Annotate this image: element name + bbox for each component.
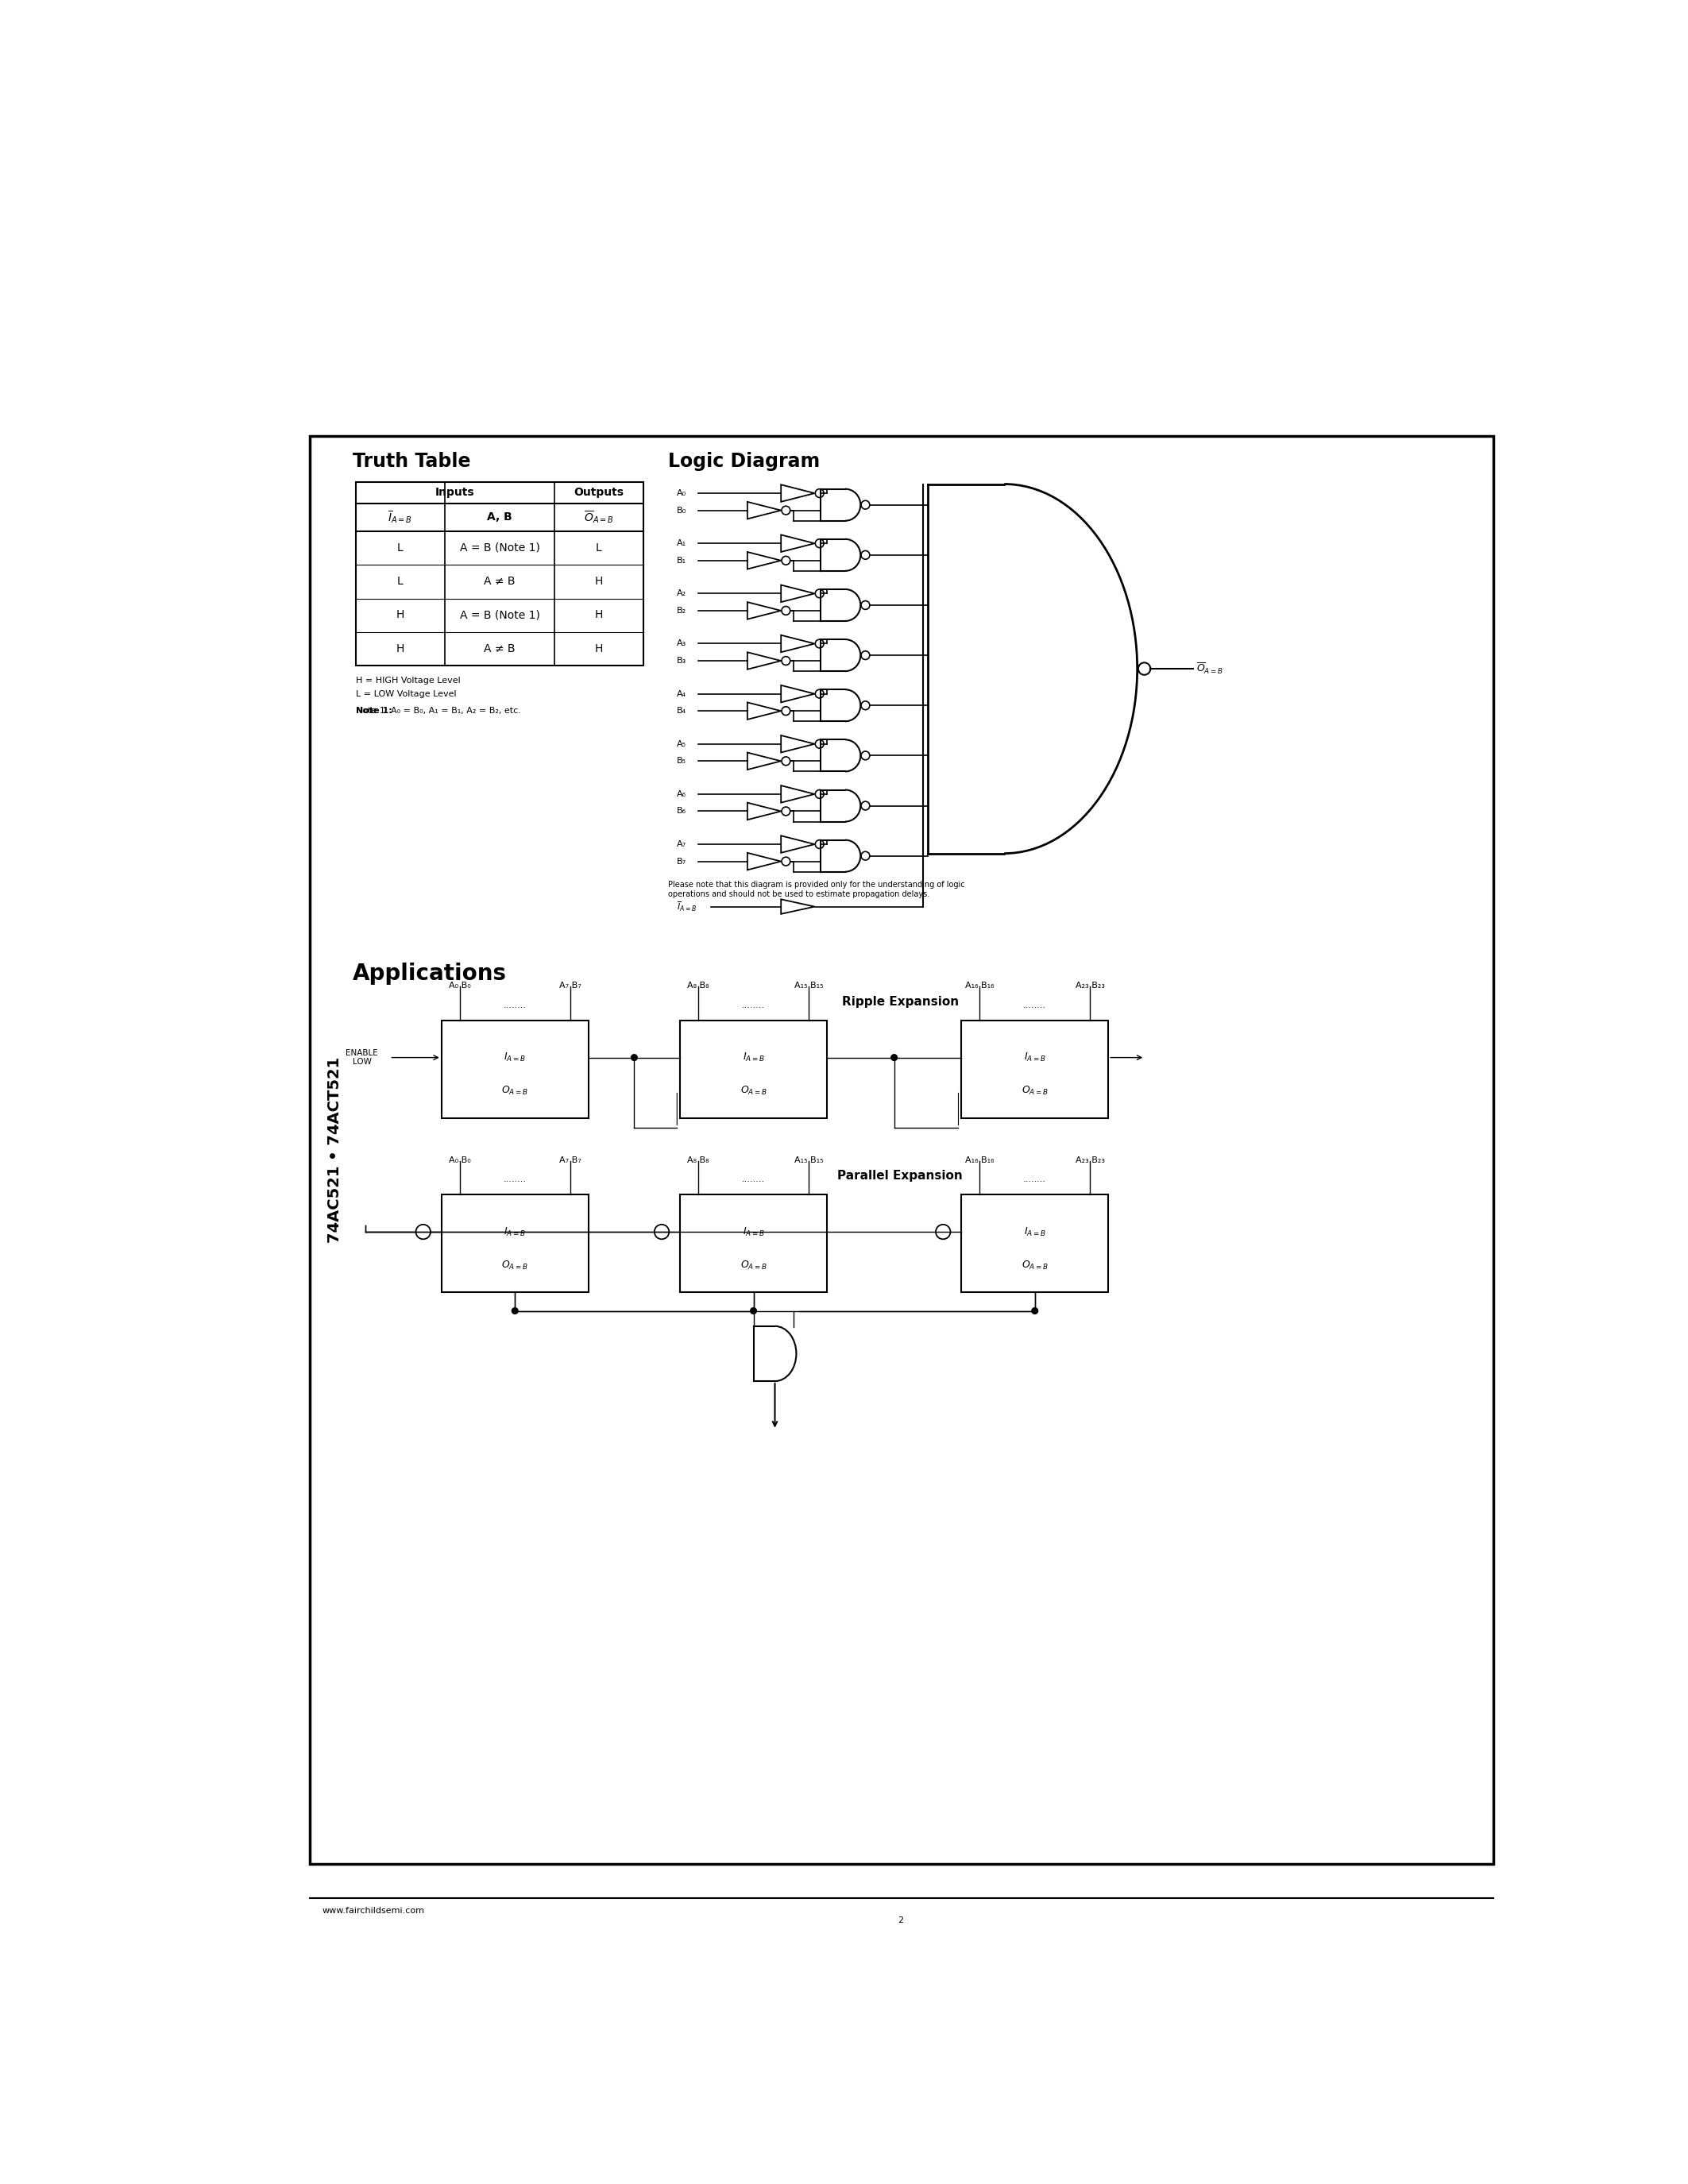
Circle shape	[751, 1308, 756, 1315]
Text: A₈ B₈: A₈ B₈	[687, 983, 709, 989]
Text: ........: ........	[503, 1000, 527, 1009]
Text: B₃: B₃	[677, 657, 687, 664]
Text: $O_{A=B}$: $O_{A=B}$	[739, 1260, 766, 1271]
Text: 74AC521 • 74ACT521: 74AC521 • 74ACT521	[327, 1057, 343, 1243]
Bar	[311, 437, 1494, 1865]
Text: A₃: A₃	[677, 640, 687, 649]
Text: A₇ B₇: A₇ B₇	[559, 983, 581, 989]
Text: $I_{A=B}$: $I_{A=B}$	[1023, 1051, 1047, 1064]
Text: H = HIGH Voltage Level: H = HIGH Voltage Level	[356, 677, 461, 684]
Text: L: L	[397, 577, 403, 587]
Text: ........: ........	[743, 1175, 765, 1184]
Circle shape	[511, 1308, 518, 1315]
Bar	[356, 483, 643, 666]
Text: Inputs: Inputs	[436, 487, 474, 498]
Bar	[442, 1020, 589, 1118]
Text: ........: ........	[1023, 1175, 1047, 1184]
Text: B₁: B₁	[677, 557, 687, 563]
Text: Note 1: A₀ = B₀, A₁ = B₁, A₂ = B₂, etc.: Note 1: A₀ = B₀, A₁ = B₁, A₂ = B₂, etc.	[356, 708, 522, 714]
Bar	[680, 1020, 827, 1118]
Text: A = B (Note 1): A = B (Note 1)	[459, 609, 540, 620]
Text: A₁₅ B₁₅: A₁₅ B₁₅	[793, 983, 824, 989]
Text: A₁₅ B₁₅: A₁₅ B₁₅	[793, 1155, 824, 1164]
Text: Note 1:: Note 1:	[356, 708, 395, 714]
Text: A₁₆ B₁₆: A₁₆ B₁₆	[966, 1155, 994, 1164]
Text: ........: ........	[743, 1000, 765, 1009]
Text: B₇: B₇	[677, 858, 687, 865]
Text: A₂₃ B₂₃: A₂₃ B₂₃	[1075, 1155, 1104, 1164]
Text: A ≠ B: A ≠ B	[484, 642, 515, 655]
Text: ........: ........	[1023, 1000, 1047, 1009]
Text: Outputs: Outputs	[574, 487, 625, 498]
Text: B₆: B₆	[677, 808, 687, 815]
Text: H: H	[395, 609, 403, 620]
Text: A₇ B₇: A₇ B₇	[559, 1155, 581, 1164]
Text: H: H	[594, 642, 603, 655]
Text: H: H	[594, 577, 603, 587]
Text: Ripple Expansion: Ripple Expansion	[842, 996, 959, 1007]
Text: A₇: A₇	[677, 841, 687, 847]
Text: B₂: B₂	[677, 607, 687, 614]
Text: ........: ........	[503, 1175, 527, 1184]
Text: H: H	[594, 609, 603, 620]
Text: 2: 2	[898, 1915, 903, 1924]
Text: $I_{A=B}$: $I_{A=B}$	[503, 1225, 527, 1238]
Text: A, B: A, B	[488, 511, 511, 522]
Text: A₆: A₆	[677, 791, 687, 797]
Text: $O_{A=B}$: $O_{A=B}$	[501, 1260, 528, 1271]
Bar	[680, 1195, 827, 1293]
Text: H: H	[395, 642, 403, 655]
Text: www.fairchildsemi.com: www.fairchildsemi.com	[322, 1907, 425, 1915]
Text: A₀ B₀: A₀ B₀	[449, 983, 471, 989]
Text: A₁₆ B₁₆: A₁₆ B₁₆	[966, 983, 994, 989]
Text: A₂₃ B₂₃: A₂₃ B₂₃	[1075, 983, 1104, 989]
Text: Truth Table: Truth Table	[353, 452, 471, 472]
Text: B₅: B₅	[677, 758, 687, 764]
Text: Parallel Expansion: Parallel Expansion	[837, 1171, 962, 1182]
Text: Logic Diagram: Logic Diagram	[668, 452, 820, 472]
Text: B₀: B₀	[677, 507, 687, 513]
Text: $\overline{O}_{A=B}$: $\overline{O}_{A=B}$	[584, 509, 614, 524]
Circle shape	[891, 1055, 898, 1061]
Text: A₄: A₄	[677, 690, 687, 697]
Text: $O_{A=B}$: $O_{A=B}$	[1021, 1085, 1048, 1096]
Text: $O_{A=B}$: $O_{A=B}$	[501, 1085, 528, 1096]
Text: L = LOW Voltage Level: L = LOW Voltage Level	[356, 690, 456, 699]
Text: $I_{A=B}$: $I_{A=B}$	[743, 1051, 765, 1064]
Text: $\overline{I}_{A=B}$: $\overline{I}_{A=B}$	[388, 509, 412, 524]
Bar	[962, 1195, 1109, 1293]
Text: $O_{A=B}$: $O_{A=B}$	[1021, 1260, 1048, 1271]
Bar	[442, 1195, 589, 1293]
Circle shape	[1031, 1308, 1038, 1315]
Text: $\overline{I}_{A=B}$: $\overline{I}_{A=B}$	[677, 900, 697, 913]
Text: A ≠ B: A ≠ B	[484, 577, 515, 587]
Text: B₄: B₄	[677, 708, 687, 714]
Text: L: L	[397, 542, 403, 553]
Text: $\overline{O}_{A=B}$: $\overline{O}_{A=B}$	[1197, 662, 1224, 677]
Bar	[962, 1020, 1109, 1118]
Text: Please note that this diagram is provided only for the understanding of logic
op: Please note that this diagram is provide…	[668, 880, 964, 898]
Text: A₈ B₈: A₈ B₈	[687, 1155, 709, 1164]
Text: $I_{A=B}$: $I_{A=B}$	[503, 1051, 527, 1064]
Text: L: L	[596, 542, 603, 553]
Text: $I_{A=B}$: $I_{A=B}$	[743, 1225, 765, 1238]
Text: A₅: A₅	[677, 740, 687, 747]
Text: $O_{A=B}$: $O_{A=B}$	[739, 1085, 766, 1096]
Text: A₂: A₂	[677, 590, 687, 598]
Text: A₀ B₀: A₀ B₀	[449, 1155, 471, 1164]
Circle shape	[631, 1055, 638, 1061]
Text: $I_{A=B}$: $I_{A=B}$	[1023, 1225, 1047, 1238]
Text: A₁: A₁	[677, 539, 687, 548]
Text: A₀: A₀	[677, 489, 687, 498]
Text: ENABLE
LOW: ENABLE LOW	[346, 1048, 378, 1066]
Text: A = B (Note 1): A = B (Note 1)	[459, 542, 540, 553]
Text: Applications: Applications	[353, 963, 506, 985]
